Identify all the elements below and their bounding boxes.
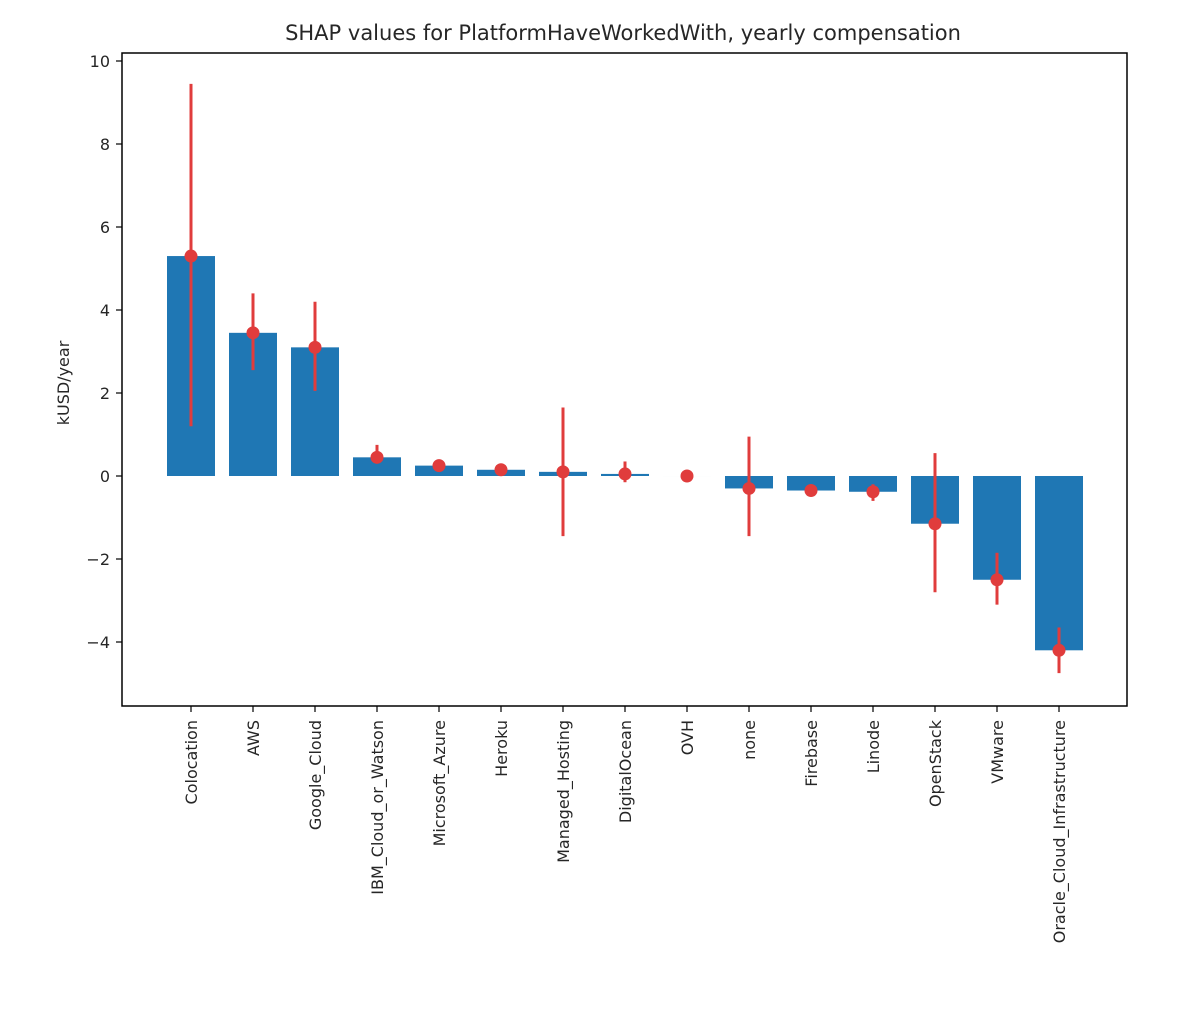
data-point	[370, 450, 384, 464]
y-tick-label: 4	[100, 301, 110, 320]
x-tick-label: DigitalOcean	[616, 720, 635, 823]
plot-area	[116, 60, 1083, 712]
data-point	[618, 467, 632, 481]
x-tick-label: OVH	[678, 720, 697, 755]
bar	[787, 476, 835, 491]
data-point	[556, 465, 570, 479]
y-tick-label: 8	[100, 135, 110, 154]
data-point	[494, 463, 508, 477]
plot-frame	[121, 52, 1128, 707]
y-tick-label: −2	[86, 550, 110, 569]
x-tick-label: AWS	[244, 720, 263, 756]
data-point	[246, 326, 260, 340]
data-point	[1052, 643, 1066, 657]
y-tick-label: 2	[100, 384, 110, 403]
y-tick-label: −4	[86, 633, 110, 652]
data-point	[184, 249, 198, 263]
x-tick-label: Colocation	[182, 720, 201, 804]
data-point	[990, 573, 1004, 587]
chart-title: SHAP values for PlatformHaveWorkedWith, …	[285, 21, 961, 45]
y-axis-label: kUSD/year	[54, 340, 73, 425]
data-point	[432, 459, 446, 473]
data-point	[928, 517, 942, 531]
x-tick-label: VMware	[988, 720, 1007, 784]
y-tick-label: 0	[100, 467, 110, 486]
x-tick-label: Oracle_Cloud_Infrastructure	[1050, 720, 1070, 943]
data-point	[866, 485, 880, 499]
x-tick-label: Microsoft_Azure	[430, 720, 450, 846]
y-tick-label: 6	[100, 218, 110, 237]
data-point	[742, 481, 756, 495]
bar	[353, 457, 401, 476]
bar	[1035, 476, 1083, 651]
y-tick-label: 10	[90, 52, 110, 71]
x-tick-label: Heroku	[492, 720, 511, 777]
x-tick-label: Google_Cloud	[306, 720, 326, 830]
x-tick-label: Firebase	[802, 720, 821, 787]
x-tick-label: none	[740, 720, 759, 760]
x-tick-label: OpenStack	[926, 719, 945, 807]
x-tick-label: Linode	[864, 720, 883, 773]
x-tick-label: IBM_Cloud_or_Watson	[368, 720, 388, 895]
data-point	[680, 469, 694, 483]
data-point	[804, 484, 818, 498]
data-point	[308, 340, 322, 354]
bar	[849, 476, 897, 492]
x-tick-label: Managed_Hosting	[554, 720, 574, 863]
